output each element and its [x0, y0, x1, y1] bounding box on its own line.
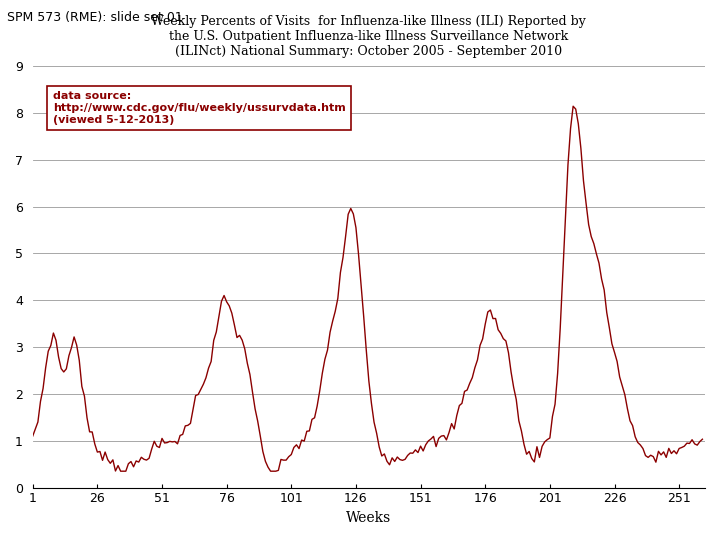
Text: data source:
http://www.cdc.gov/flu/weekly/ussurvdata.htm
(viewed 5-12-2013): data source: http://www.cdc.gov/flu/week… [53, 91, 346, 125]
Title: Weekly Percents of Visits  for Influenza-like Illness (ILI) Reported by
the U.S.: Weekly Percents of Visits for Influenza-… [151, 15, 586, 58]
X-axis label: Weeks: Weeks [346, 511, 392, 525]
Text: SPM 573 (RME): slide set 01: SPM 573 (RME): slide set 01 [7, 11, 183, 24]
